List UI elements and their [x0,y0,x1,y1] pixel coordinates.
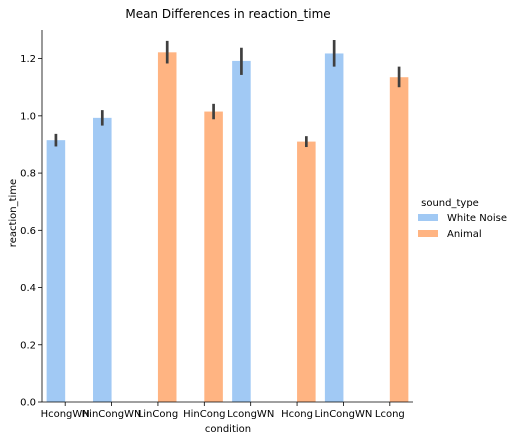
legend-title: sound_type [421,198,479,209]
x-tick-label: HinCong [183,409,225,420]
x-tick-label: LinCongWN [315,409,373,420]
y-tick-label: 0.6 [20,226,36,237]
legend-swatch [418,214,438,221]
legend-swatch [418,230,438,237]
y-tick-label: 0.2 [20,340,36,351]
y-tick-label: 1.0 [20,111,36,122]
bar-white-noise-hincongwn [93,117,112,402]
bar-white-noise-hcongwn [46,140,66,402]
y-axis-label: reaction_time [8,179,19,247]
plot-area [46,40,409,403]
y-tick-label: 0.8 [20,169,36,180]
bar-animal-hincong [204,111,223,403]
bar-white-noise-lincongwn [324,53,344,403]
bar-animal-lcong [389,77,409,402]
x-tick-label: HcongWN [41,409,90,420]
x-tick-label: Hcong [281,409,313,420]
y-tick-label: 1.2 [20,54,36,65]
chart-title: Mean Differences in reaction_time [125,7,330,21]
bar-animal-lincong [157,52,177,402]
x-tick-label: HinCongWN [82,409,142,420]
x-tick-label: LinCong [138,409,178,420]
bar-animal-hcong [297,141,316,402]
bar-white-noise-lcongwn [232,60,251,403]
y-tick-label: 0.0 [20,398,36,409]
legend: sound_type White Noise Animal [418,198,507,240]
legend-label: Animal [447,229,482,240]
x-axis-label: condition [205,424,251,435]
legend-label: White Noise [447,213,507,224]
y-tick-label: 0.4 [20,283,36,294]
x-tick-label: Lcong [375,409,405,420]
y-axis: 0.0 0.2 0.4 0.6 0.8 1.0 1.2 [20,30,43,409]
x-tick-label: LcongWN [227,409,274,420]
